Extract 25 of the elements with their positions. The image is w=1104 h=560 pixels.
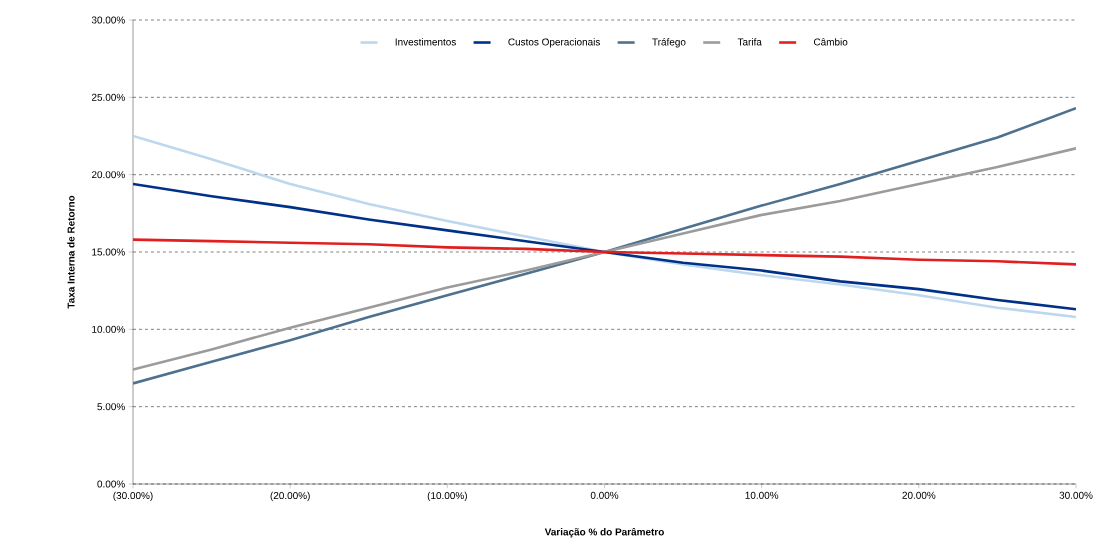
y-tick-label: 10.00% bbox=[92, 325, 125, 333]
x-tick-label: 20.00% bbox=[902, 491, 936, 499]
x-tick-label: 30.00% bbox=[1059, 491, 1093, 499]
x-tick-label: (20.00%) bbox=[270, 491, 310, 502]
x-tick-label: (10.00%) bbox=[427, 491, 467, 502]
line-series bbox=[133, 147, 1077, 371]
line-series bbox=[133, 134, 1077, 319]
y-tick-label: 15.00% bbox=[92, 248, 125, 256]
y-tick-label: 30.00% bbox=[91, 16, 125, 24]
x-tick-label: 0.00% bbox=[590, 491, 619, 499]
legend-label: Câmbio bbox=[813, 38, 848, 46]
x-axis-title: Variação % do Parâmetro bbox=[544, 527, 664, 538]
legend-label: Custos Operacionais bbox=[508, 38, 600, 48]
y-axis-title: Taxa Interna de Retorno bbox=[67, 195, 75, 309]
line-series bbox=[133, 106, 1077, 385]
legend-label: Tráfego bbox=[652, 38, 686, 48]
x-tick-label: 10.00% bbox=[745, 491, 779, 499]
y-tick-label: 0.00% bbox=[97, 480, 125, 488]
x-tick-label: (30.00%) bbox=[113, 491, 153, 502]
y-tick-label: 20.00% bbox=[91, 171, 125, 179]
y-tick-label: 5.00% bbox=[97, 403, 125, 411]
y-tick-label: 25.00% bbox=[91, 93, 125, 101]
legend-label: Investimentos bbox=[395, 38, 456, 46]
legend-label: Tarifa bbox=[737, 38, 762, 46]
line-series bbox=[133, 182, 1077, 311]
